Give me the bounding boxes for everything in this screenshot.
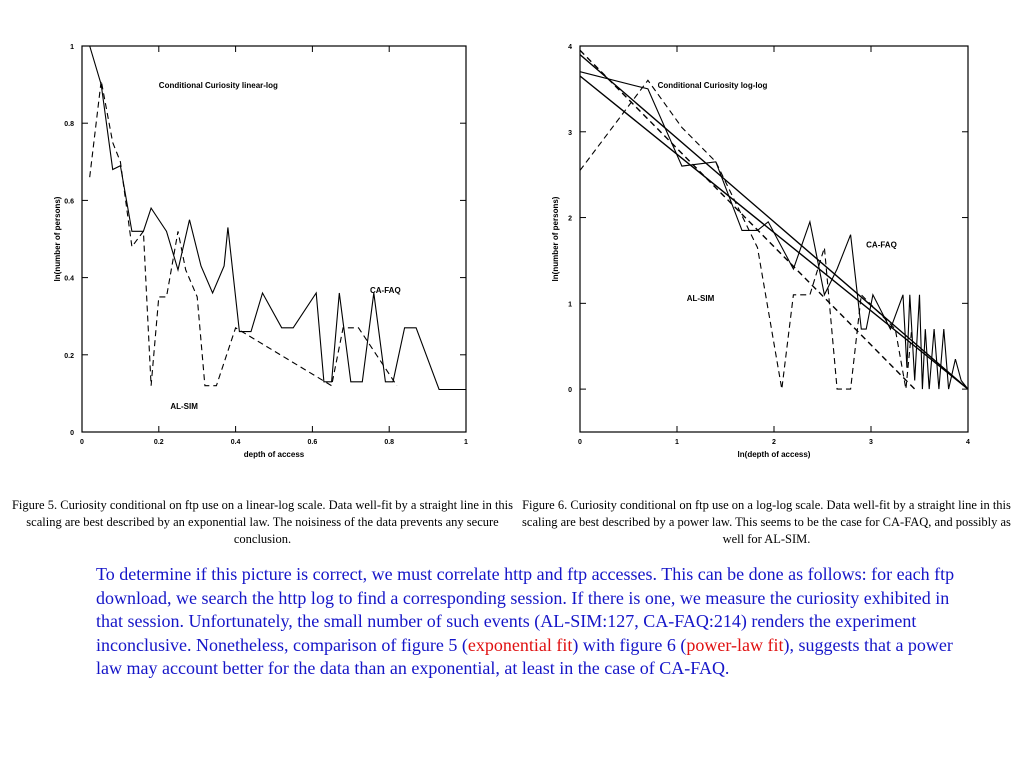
series-annotation: CA-FAQ bbox=[370, 286, 401, 295]
y-tick-label: 0.8 bbox=[64, 121, 74, 128]
body-text-part-3: ), suggests that a power law may account… bbox=[96, 634, 953, 679]
x-tick-label: 4 bbox=[966, 439, 970, 446]
x-tick-label: 3 bbox=[869, 439, 873, 446]
y-axis-label: ln(number of persons) bbox=[551, 196, 560, 281]
y-tick-label: 3 bbox=[568, 130, 572, 137]
series-line-al-sim bbox=[579, 79, 913, 390]
figure-5-caption: Figure 5. Curiosity conditional on ftp u… bbox=[11, 498, 514, 546]
x-axis-label: ln(depth of access) bbox=[738, 450, 811, 459]
figure-6-caption: Figure 6. Curiosity conditional on ftp u… bbox=[522, 498, 1011, 546]
fit-line-4 bbox=[579, 49, 916, 390]
y-axis-label: ln(number of persons) bbox=[53, 196, 62, 281]
x-tick-label: 1 bbox=[464, 439, 468, 446]
y-tick-label: 0 bbox=[568, 387, 572, 394]
y-tick-label: 0.6 bbox=[64, 198, 74, 205]
y-tick-label: 2 bbox=[568, 216, 572, 223]
x-tick-label: 0.6 bbox=[308, 439, 318, 446]
body-text-part-1: To determine if this picture is correct,… bbox=[96, 564, 955, 655]
figure-5-chart: 0 0.2 0.4 0.6 0.8 1 0 0.2 0.4 0.6 0.8 1 depth of acc… bbox=[40, 36, 480, 466]
power-law-fit-highlight: power-law fit bbox=[686, 634, 784, 655]
series-annotation: CA-FAQ bbox=[866, 241, 897, 250]
body-paragraph: To determine if this picture is correct,… bbox=[96, 563, 976, 681]
y-tick-label: 0.2 bbox=[64, 353, 74, 360]
figure-6-plot: 0 1 2 3 4 0 1 2 3 4 ln(depth of access) ln(number o… bbox=[551, 44, 970, 459]
figure-6-chart: 0 1 2 3 4 0 1 2 3 4 ln(depth of access) ln(number o… bbox=[546, 36, 986, 466]
x-tick-label: 0.4 bbox=[231, 439, 241, 446]
exponential-fit-highlight: exponential fit bbox=[467, 634, 573, 655]
chart-title: Conditional Curiosity log-log bbox=[658, 81, 768, 90]
y-tick-label: 0.4 bbox=[64, 276, 74, 283]
y-tick-label: 1 bbox=[568, 301, 572, 308]
y-tick-label: 0 bbox=[70, 430, 74, 437]
x-tick-label: 1 bbox=[675, 439, 679, 446]
x-tick-label: 2 bbox=[772, 439, 776, 446]
chart-title: Conditional Curiosity linear-log bbox=[159, 81, 278, 90]
figure-5-plot: 0 0.2 0.4 0.6 0.8 1 0 0.2 0.4 0.6 0.8 1 depth of acc… bbox=[53, 44, 468, 459]
series-annotation: AL-SIM bbox=[687, 294, 715, 303]
plot-frame bbox=[81, 45, 467, 433]
body-text-part-2: ) with figure 6 ( bbox=[572, 634, 687, 655]
x-tick-label: 0 bbox=[578, 439, 582, 446]
fit-line-2 bbox=[579, 54, 969, 390]
series-line-al-sim bbox=[89, 80, 398, 387]
x-axis-label: depth of access bbox=[244, 450, 305, 459]
series-line-ca-faq bbox=[89, 45, 466, 391]
x-tick-label: 0.2 bbox=[154, 439, 164, 446]
y-tick-label: 1 bbox=[70, 44, 74, 51]
y-tick-label: 4 bbox=[568, 44, 572, 51]
series-annotation: AL-SIM bbox=[170, 402, 198, 411]
x-tick-label: 0.8 bbox=[384, 439, 394, 446]
fit-line-3 bbox=[579, 75, 969, 390]
x-tick-label: 0 bbox=[80, 439, 84, 446]
